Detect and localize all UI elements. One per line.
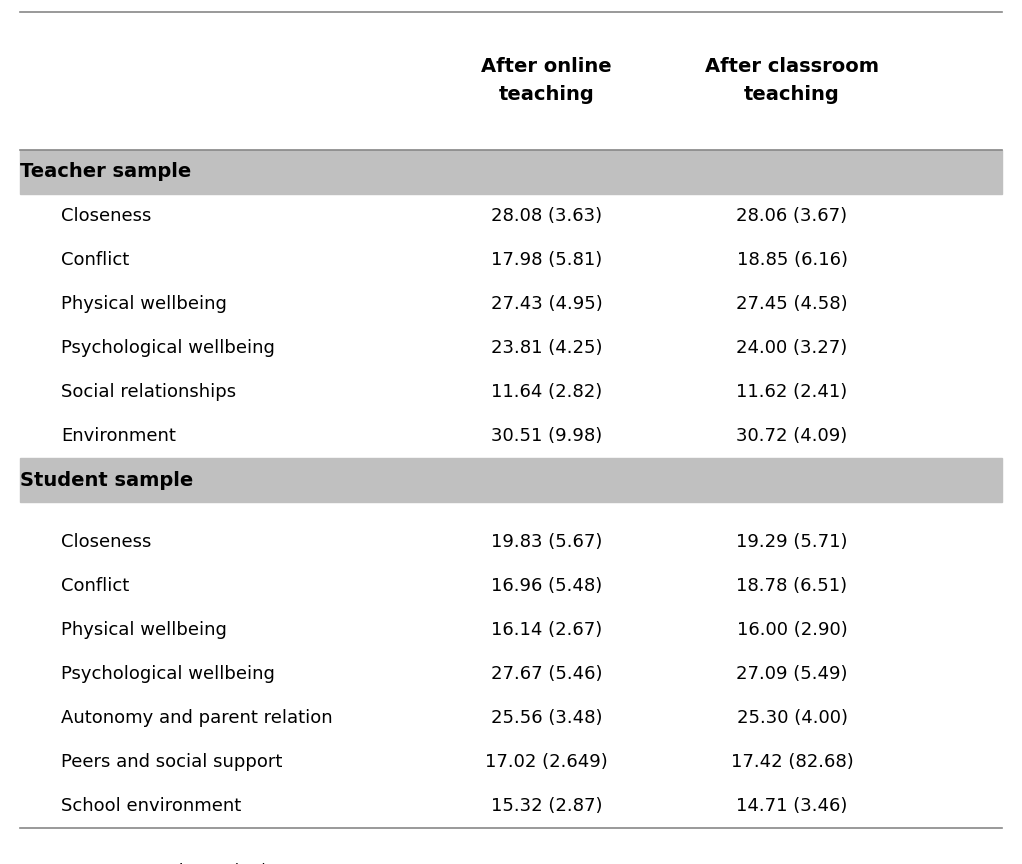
Text: 11.64 (2.82): 11.64 (2.82) <box>492 383 602 401</box>
Text: School environment: School environment <box>61 797 241 815</box>
Text: 17.02 (2.649): 17.02 (2.649) <box>485 753 608 771</box>
Text: 27.67 (5.46): 27.67 (5.46) <box>491 665 603 683</box>
Text: 28.08 (3.63): 28.08 (3.63) <box>492 207 602 225</box>
Text: Autonomy and parent relation: Autonomy and parent relation <box>61 709 333 727</box>
Text: After classroom
teaching: After classroom teaching <box>705 58 879 105</box>
Text: Environment: Environment <box>61 427 176 445</box>
Text: 27.45 (4.58): 27.45 (4.58) <box>736 295 848 313</box>
Text: 17.98 (5.81): 17.98 (5.81) <box>492 251 602 269</box>
Text: 17.42 (82.68): 17.42 (82.68) <box>731 753 853 771</box>
Text: 25.30 (4.00): 25.30 (4.00) <box>737 709 847 727</box>
Text: 11.62 (2.41): 11.62 (2.41) <box>737 383 847 401</box>
Text: Student sample: Student sample <box>20 471 194 490</box>
Text: Teacher sample: Teacher sample <box>20 162 192 181</box>
Text: Physical wellbeing: Physical wellbeing <box>61 621 227 639</box>
Text: Closeness: Closeness <box>61 207 151 225</box>
Text: Closeness: Closeness <box>61 533 151 551</box>
Text: 28.06 (3.67): 28.06 (3.67) <box>737 207 847 225</box>
Text: 14.71 (3.46): 14.71 (3.46) <box>737 797 847 815</box>
Text: After online
teaching: After online teaching <box>481 58 612 105</box>
Text: 19.29 (5.71): 19.29 (5.71) <box>736 533 848 551</box>
Bar <box>20 150 1002 194</box>
Text: 16.00 (2.90): 16.00 (2.90) <box>737 621 847 639</box>
Text: 30.51 (9.98): 30.51 (9.98) <box>492 427 602 445</box>
Text: 25.56 (3.48): 25.56 (3.48) <box>491 709 603 727</box>
Text: Physical wellbeing: Physical wellbeing <box>61 295 227 313</box>
Text: 23.81 (4.25): 23.81 (4.25) <box>491 339 603 357</box>
Text: 27.09 (5.49): 27.09 (5.49) <box>736 665 848 683</box>
Text: 27.43 (4.95): 27.43 (4.95) <box>491 295 603 313</box>
Bar <box>20 458 1002 502</box>
Text: 15.32 (2.87): 15.32 (2.87) <box>491 797 603 815</box>
Text: Psychological wellbeing: Psychological wellbeing <box>61 665 275 683</box>
Text: Data are presented as M (SD).: Data are presented as M (SD). <box>20 862 273 864</box>
Text: 16.14 (2.67): 16.14 (2.67) <box>492 621 602 639</box>
Text: Peers and social support: Peers and social support <box>61 753 283 771</box>
Text: 30.72 (4.09): 30.72 (4.09) <box>737 427 847 445</box>
Text: 18.78 (6.51): 18.78 (6.51) <box>737 577 847 595</box>
Text: 16.96 (5.48): 16.96 (5.48) <box>492 577 602 595</box>
Text: 24.00 (3.27): 24.00 (3.27) <box>737 339 847 357</box>
Text: Conflict: Conflict <box>61 251 130 269</box>
Text: 18.85 (6.16): 18.85 (6.16) <box>737 251 847 269</box>
Text: Conflict: Conflict <box>61 577 130 595</box>
Text: 19.83 (5.67): 19.83 (5.67) <box>492 533 602 551</box>
Text: Social relationships: Social relationships <box>61 383 236 401</box>
Text: Psychological wellbeing: Psychological wellbeing <box>61 339 275 357</box>
